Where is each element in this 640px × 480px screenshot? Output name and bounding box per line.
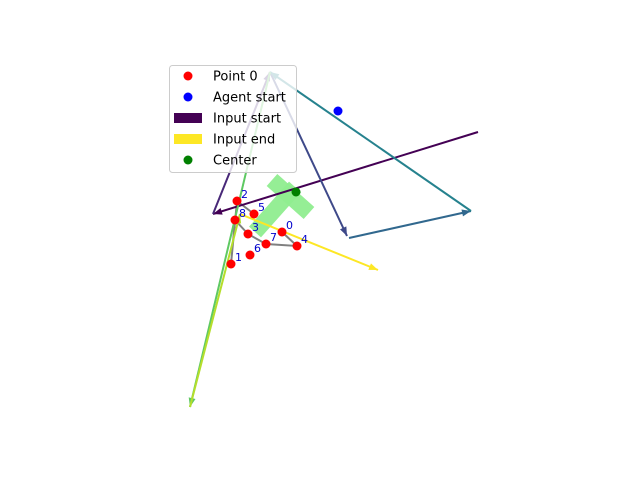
point-marker-6 bbox=[245, 250, 255, 260]
point-label-4: 4 bbox=[301, 233, 308, 246]
legend-patch-2 bbox=[174, 113, 202, 123]
legend-entry-0: Point 0 bbox=[183, 70, 258, 85]
point-label-3: 3 bbox=[252, 221, 259, 234]
legend: Point 0 Agent start Input start Input end Ce… bbox=[169, 65, 297, 173]
input-arrows bbox=[188, 71, 479, 408]
legend-marker-1 bbox=[183, 92, 193, 102]
point-marker-3 bbox=[243, 229, 253, 239]
legend-entry-1: Agent start bbox=[183, 91, 286, 106]
input-arrow-line-0 bbox=[212, 131, 479, 215]
point-label-8: 8 bbox=[239, 207, 246, 220]
input-arrow-4 bbox=[269, 71, 472, 212]
legend-box bbox=[169, 65, 297, 173]
input-arrow-line-7 bbox=[239, 213, 379, 271]
input-arrow-head-2 bbox=[340, 226, 347, 236]
point-marker-0 bbox=[277, 227, 287, 237]
agent-start-marker bbox=[333, 106, 343, 116]
point-marker-5 bbox=[249, 209, 259, 219]
point-marker-1 bbox=[226, 259, 236, 269]
point-label-0: 0 bbox=[286, 219, 293, 232]
legend-entry-4: Center bbox=[183, 154, 257, 169]
legend-label-4: Center bbox=[213, 154, 257, 169]
legend-label-2: Input start bbox=[213, 112, 281, 127]
input-arrow-7 bbox=[239, 213, 379, 271]
point-label-2: 2 bbox=[241, 188, 248, 201]
point-label-1: 1 bbox=[235, 251, 242, 264]
legend-label-0: Point 0 bbox=[213, 70, 258, 85]
legend-marker-0 bbox=[183, 71, 193, 81]
input-arrow-3 bbox=[348, 209, 472, 239]
legend-label-3: Input end bbox=[213, 133, 275, 148]
point-label-7: 7 bbox=[270, 231, 277, 244]
point-label-6: 6 bbox=[254, 242, 261, 255]
legend-entry-2: Input start bbox=[174, 112, 281, 127]
input-arrow-line-6 bbox=[189, 213, 241, 408]
input-arrow-head-0 bbox=[213, 207, 223, 215]
input-arrow-6 bbox=[189, 213, 242, 408]
point-label-5: 5 bbox=[258, 201, 265, 214]
points-layer: 0 1 2 3 4 5 67 8 bbox=[226, 106, 343, 269]
point-marker-7 bbox=[261, 239, 271, 249]
target-shape bbox=[249, 174, 315, 238]
legend-patch-3 bbox=[174, 134, 202, 144]
legend-label-1: Agent start bbox=[213, 91, 286, 106]
input-arrow-head-7 bbox=[368, 263, 378, 270]
input-arrow-line-4 bbox=[269, 71, 472, 212]
input-arrow-line-3 bbox=[348, 210, 472, 239]
input-arrow-head-3 bbox=[461, 209, 471, 217]
input-arrow-0 bbox=[212, 131, 479, 215]
point-marker-4 bbox=[292, 241, 302, 251]
legend-entry-3: Input end bbox=[174, 133, 275, 148]
center-marker bbox=[291, 187, 301, 197]
legend-marker-4 bbox=[183, 155, 193, 165]
point-marker-8 bbox=[230, 215, 240, 225]
shape-stroke-1 bbox=[249, 181, 301, 238]
point-marker-2 bbox=[232, 196, 242, 206]
